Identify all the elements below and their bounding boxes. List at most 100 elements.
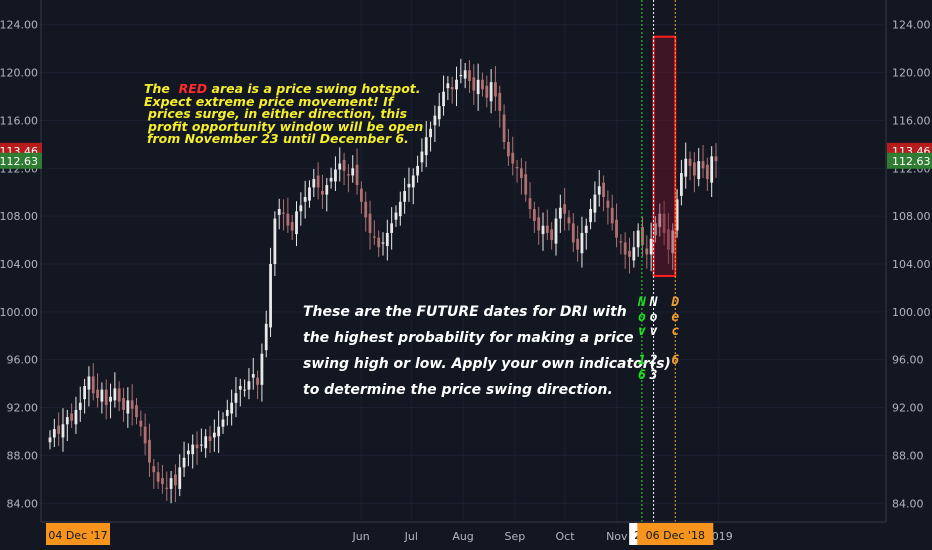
candle	[450, 76, 454, 104]
candle-body	[221, 419, 225, 427]
candle	[507, 128, 510, 166]
candle-body	[174, 474, 177, 486]
candle-body	[247, 381, 251, 390]
candle-body	[511, 152, 515, 164]
candle	[347, 164, 350, 193]
note-line-5: from November 23 until December 6.	[147, 131, 409, 146]
y-tick-label-left: 84.00	[7, 497, 39, 510]
candle	[130, 384, 134, 426]
candle	[74, 396, 78, 434]
candle	[178, 454, 182, 497]
candle-body	[113, 388, 117, 401]
x-tick-label: Sep	[504, 530, 525, 543]
candle-body	[329, 177, 333, 182]
candle	[459, 58, 463, 84]
candle-body	[593, 194, 597, 213]
candle	[567, 210, 571, 231]
candle-body	[191, 444, 195, 455]
candle-body	[524, 174, 528, 195]
candle-body	[589, 208, 592, 223]
candle	[174, 464, 177, 503]
candle	[688, 151, 692, 181]
candle-body	[78, 402, 82, 410]
candle	[632, 231, 636, 268]
candle-body	[692, 162, 696, 176]
candle	[476, 63, 480, 111]
candle-body	[714, 156, 718, 162]
candle	[104, 379, 108, 420]
vertical-letter: D	[671, 295, 680, 310]
candle-body	[632, 247, 636, 261]
candle	[411, 168, 415, 205]
y-tick-label-left: 100.00	[0, 306, 38, 319]
candle-body	[372, 236, 376, 238]
candle	[554, 208, 558, 256]
candle-body	[238, 386, 242, 390]
y-tick-label-right: 120.00	[892, 67, 931, 80]
candle	[243, 379, 247, 397]
candle-body	[91, 376, 95, 394]
candle	[282, 199, 285, 231]
candle	[692, 152, 696, 193]
candle-body	[316, 175, 320, 188]
candle	[126, 387, 130, 428]
candle-body	[269, 264, 272, 328]
candle-body	[83, 386, 86, 400]
vertical-letter: v	[637, 324, 646, 339]
vertical-letter: c	[671, 324, 680, 339]
candle-body	[602, 182, 605, 198]
candle	[117, 381, 121, 412]
x-tick-label: Nov	[606, 530, 628, 543]
y-tick-label-left: 88.00	[7, 449, 39, 462]
candle	[498, 85, 502, 128]
candle	[199, 428, 203, 452]
candle-body	[286, 213, 290, 226]
candle	[48, 430, 52, 450]
candle	[550, 222, 554, 250]
candle-body	[584, 225, 588, 233]
candle	[61, 408, 65, 452]
vertical-letter: o	[637, 309, 646, 325]
candle-body	[74, 409, 78, 425]
message-line-2: the highest probability for making a pri…	[303, 330, 634, 346]
candle-body	[260, 353, 264, 385]
candle-body	[182, 457, 186, 468]
candle	[385, 219, 389, 261]
candle-body	[212, 432, 216, 438]
price-label-right: 112.63	[887, 152, 932, 169]
candle-body	[442, 91, 445, 107]
candle-body	[100, 389, 104, 402]
candle-body	[256, 377, 259, 385]
candle	[584, 218, 588, 250]
message-line-1: These are the FUTURE dates for DRI with	[303, 304, 627, 320]
candle-body	[680, 173, 683, 196]
candle-body	[186, 450, 190, 455]
candle	[325, 177, 329, 212]
candle-body	[104, 389, 108, 406]
candle-body	[420, 151, 424, 163]
candle-body	[498, 92, 502, 111]
candle	[308, 180, 311, 208]
candle	[597, 170, 601, 207]
price-label-text: 112.63	[892, 155, 931, 168]
grid-lines	[40, 0, 885, 522]
candle	[649, 222, 653, 272]
candle	[377, 230, 381, 257]
candle	[420, 138, 424, 172]
candle	[299, 192, 303, 226]
candle-body	[563, 204, 567, 214]
candle-body	[130, 400, 134, 409]
candle-body	[217, 426, 221, 437]
y-tick-label-left: 92.00	[7, 402, 39, 415]
candle	[563, 188, 567, 231]
candle-body	[385, 232, 389, 247]
candle-body	[597, 186, 601, 195]
candle	[602, 175, 605, 212]
candle-body	[152, 466, 156, 473]
vertical-letter: N	[637, 295, 646, 310]
candle	[251, 357, 255, 390]
candle-body	[684, 158, 688, 177]
candle-body	[567, 217, 571, 224]
